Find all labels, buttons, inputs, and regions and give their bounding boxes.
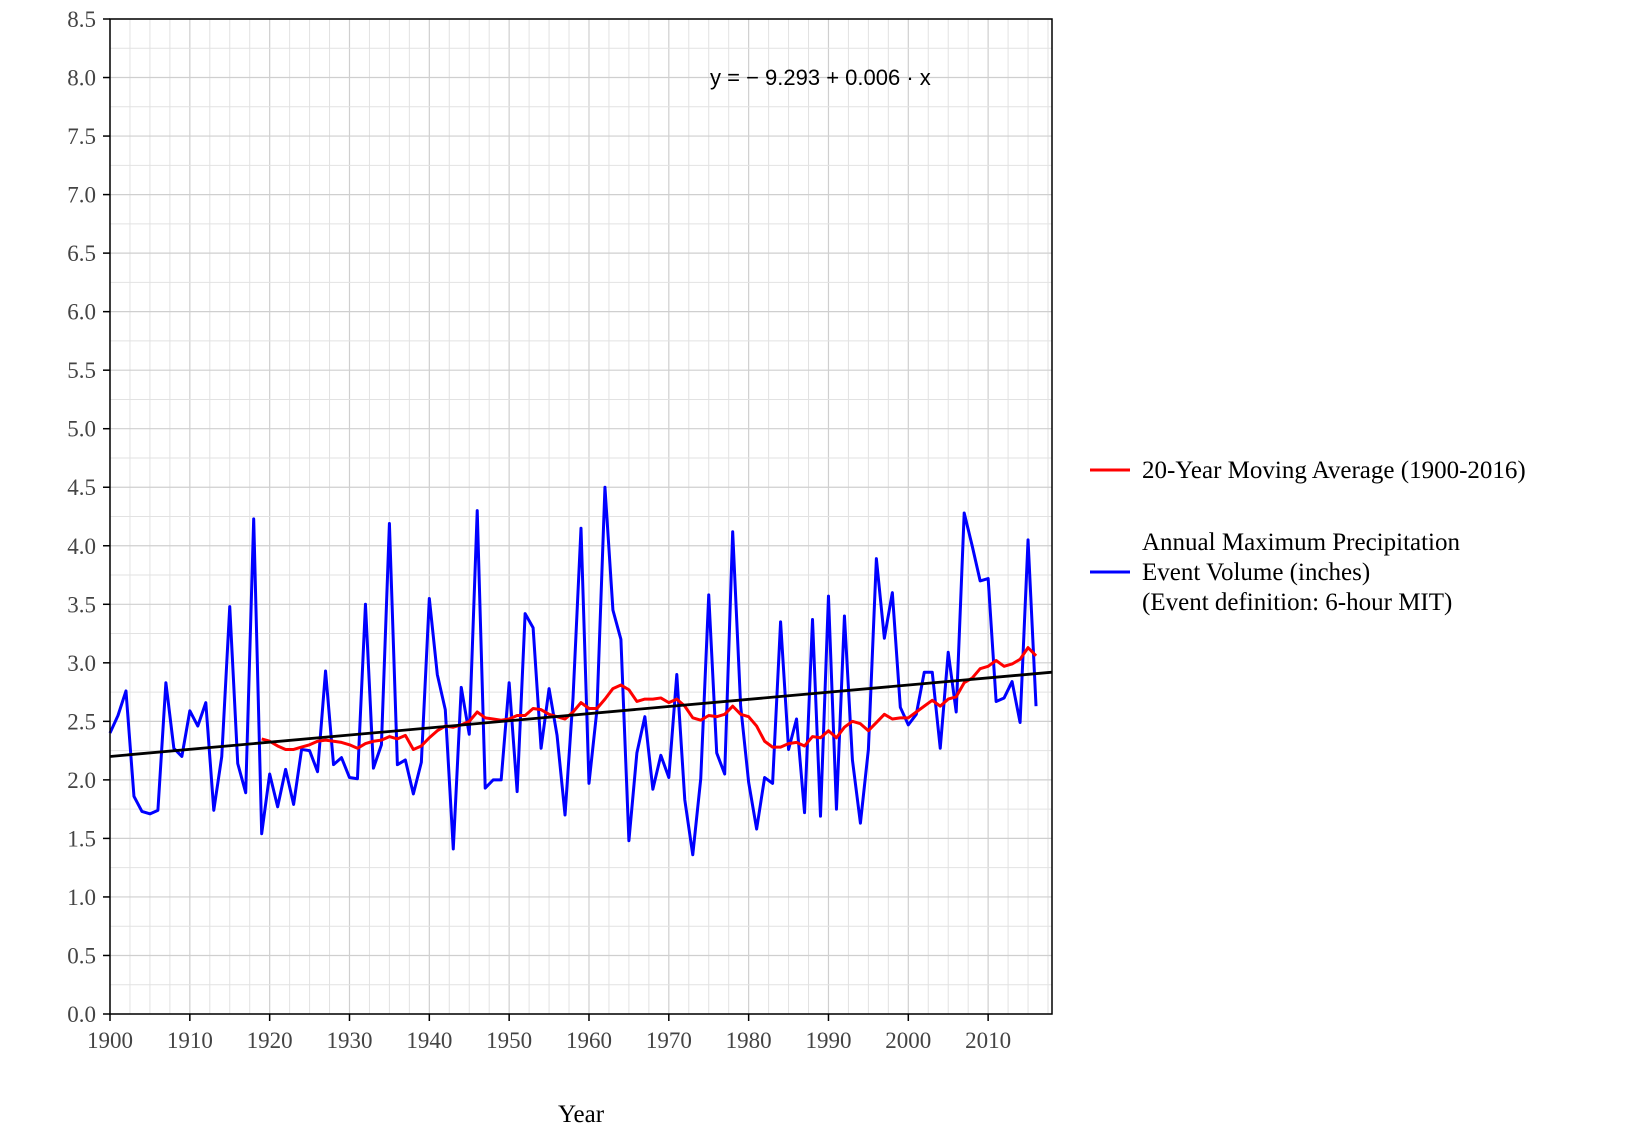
- annual-max-precip-line: [108, 485, 1038, 857]
- legend-annual-max: Annual Maximum Precipitation Event Volume…: [1090, 529, 1461, 616]
- y-tick-label: 8.5: [67, 7, 96, 32]
- x-tick-label: 1910: [167, 1028, 213, 1053]
- legend-label: (Event definition: 6-hour MIT): [1142, 589, 1452, 616]
- y-tick-label: 3.0: [67, 651, 96, 676]
- x-tick-label: 1950: [486, 1028, 532, 1053]
- x-tick-label: 2000: [885, 1028, 931, 1053]
- moving-average-line: [261, 646, 1038, 751]
- plot-frame: [109, 18, 1053, 1015]
- y-tick-label: 1.0: [67, 885, 96, 910]
- y-tick-label: 6.5: [67, 241, 96, 266]
- y-tick-label: 7.5: [67, 124, 96, 149]
- y-tick-label: 0.0: [67, 1002, 96, 1027]
- y-tick-label: 5.0: [67, 417, 96, 442]
- legend-moving-average: 20-Year Moving Average (1900-2016): [1090, 457, 1526, 484]
- grid: [109, 18, 1052, 1015]
- series-layer: [108, 485, 1053, 857]
- x-tick-label: 1970: [646, 1028, 692, 1053]
- trend-equation: y = − 9.293 + 0.006 · x: [710, 65, 931, 90]
- x-tick-label: 1920: [247, 1028, 293, 1053]
- legend-label: Event Volume (inches): [1142, 559, 1370, 586]
- y-tick-label: 5.5: [67, 358, 96, 383]
- y-tick-label: 3.5: [67, 592, 96, 617]
- x-tick-label: 1930: [326, 1028, 372, 1053]
- y-tick-label: 0.5: [67, 943, 96, 968]
- y-tick-label: 7.0: [67, 183, 96, 208]
- legend-label: Annual Maximum Precipitation: [1142, 529, 1461, 556]
- x-tick-label: 1960: [566, 1028, 612, 1053]
- y-tick-label: 6.0: [67, 300, 96, 325]
- legend: 20-Year Moving Average (1900-2016) Annual…: [1090, 457, 1526, 616]
- x-tick-label: 1980: [726, 1028, 772, 1053]
- y-tick-label: 8.0: [67, 66, 96, 91]
- y-tick-label: 4.0: [67, 534, 96, 559]
- legend-label: 20-Year Moving Average (1900-2016): [1142, 457, 1526, 484]
- y-tick-label: 1.5: [67, 826, 96, 851]
- y-tick-label: 2.5: [67, 709, 96, 734]
- trend-line: [109, 670, 1053, 758]
- y-tick-label: 2.0: [67, 768, 96, 793]
- x-axis-title: Year: [558, 1101, 605, 1125]
- y-tick-label: 4.5: [67, 475, 96, 500]
- x-tick-label: 1900: [87, 1028, 133, 1053]
- x-tick-label: 1990: [805, 1028, 851, 1053]
- x-tick-label: 1940: [406, 1028, 452, 1053]
- axes: 1900 1910 1920 1930 1940 1950 1960 1970 1980 1990…: [67, 7, 1011, 1053]
- x-tick-label: 2010: [965, 1028, 1011, 1053]
